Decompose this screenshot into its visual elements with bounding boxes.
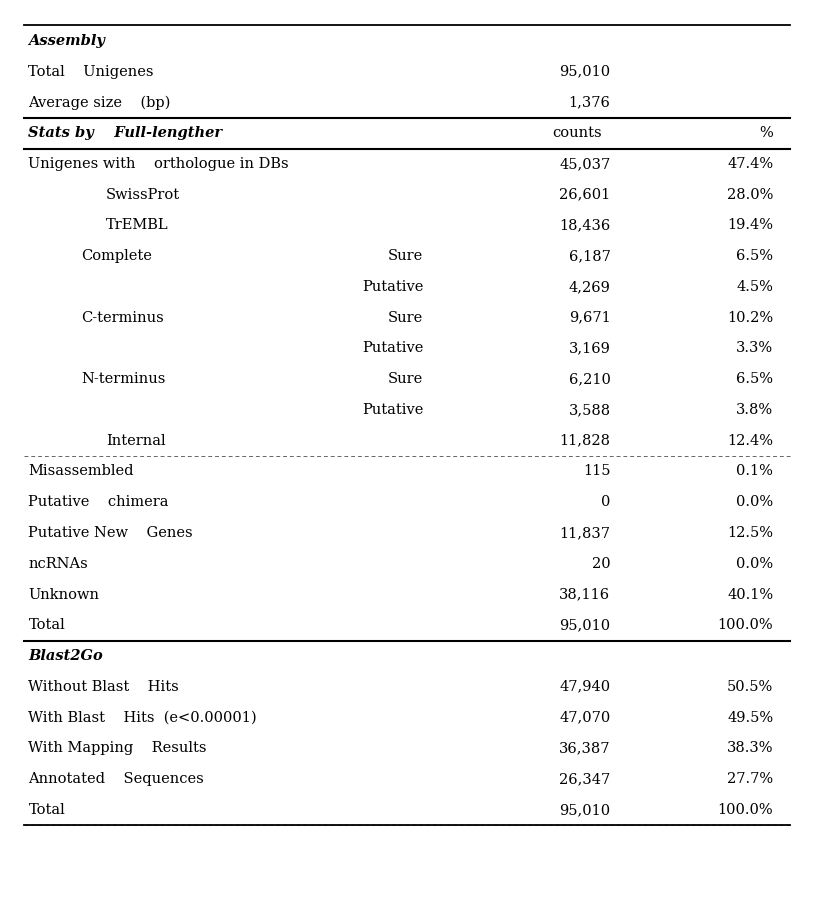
Text: SwissProt: SwissProt bbox=[106, 187, 180, 202]
Text: 0: 0 bbox=[601, 495, 610, 510]
Text: Putative    chimera: Putative chimera bbox=[28, 495, 169, 510]
Text: 0.0%: 0.0% bbox=[736, 495, 773, 510]
Text: 28.0%: 28.0% bbox=[727, 187, 773, 202]
Text: 50.5%: 50.5% bbox=[727, 680, 773, 693]
Text: 6.5%: 6.5% bbox=[737, 372, 773, 386]
Text: Total    Unigenes: Total Unigenes bbox=[28, 65, 154, 78]
Text: 19.4%: 19.4% bbox=[727, 218, 773, 232]
Text: 6,187: 6,187 bbox=[569, 249, 610, 263]
Text: 95,010: 95,010 bbox=[559, 803, 610, 817]
Text: 115: 115 bbox=[583, 464, 610, 479]
Text: 100.0%: 100.0% bbox=[718, 803, 773, 817]
Text: 49.5%: 49.5% bbox=[727, 711, 773, 724]
Text: Misassembled: Misassembled bbox=[28, 464, 134, 479]
Text: 12.4%: 12.4% bbox=[727, 434, 773, 448]
Text: Internal: Internal bbox=[106, 434, 165, 448]
Text: 95,010: 95,010 bbox=[559, 65, 610, 78]
Text: 47,940: 47,940 bbox=[559, 680, 610, 693]
Text: N-terminus: N-terminus bbox=[81, 372, 166, 386]
Text: 45,037: 45,037 bbox=[559, 157, 610, 171]
Text: 38,116: 38,116 bbox=[559, 588, 610, 602]
Text: Putative New    Genes: Putative New Genes bbox=[28, 526, 193, 540]
Text: 11,828: 11,828 bbox=[559, 434, 610, 448]
Text: 12.5%: 12.5% bbox=[727, 526, 773, 540]
Text: 3,588: 3,588 bbox=[568, 403, 610, 417]
Text: C-terminus: C-terminus bbox=[81, 310, 164, 325]
Text: Unigenes with    orthologue in DBs: Unigenes with orthologue in DBs bbox=[28, 157, 289, 171]
Text: 10.2%: 10.2% bbox=[727, 310, 773, 325]
Text: counts: counts bbox=[553, 126, 602, 140]
Text: Putative: Putative bbox=[362, 403, 423, 417]
Text: Stats by    Full-lengther: Stats by Full-lengther bbox=[28, 126, 222, 140]
Text: Blast2Go: Blast2Go bbox=[28, 649, 103, 663]
Text: 3.8%: 3.8% bbox=[736, 403, 773, 417]
Text: 100.0%: 100.0% bbox=[718, 618, 773, 632]
Text: 3,169: 3,169 bbox=[569, 341, 610, 356]
Text: Sure: Sure bbox=[388, 249, 423, 263]
Text: Assembly: Assembly bbox=[28, 34, 105, 48]
Text: Putative: Putative bbox=[362, 341, 423, 356]
Text: Complete: Complete bbox=[81, 249, 152, 263]
Text: Average size    (bp): Average size (bp) bbox=[28, 96, 171, 109]
Text: 1,376: 1,376 bbox=[569, 96, 610, 109]
Text: 0.0%: 0.0% bbox=[736, 557, 773, 571]
Text: 6,210: 6,210 bbox=[569, 372, 610, 386]
Text: 3.3%: 3.3% bbox=[736, 341, 773, 356]
Text: TrEMBL: TrEMBL bbox=[106, 218, 168, 232]
Text: 36,387: 36,387 bbox=[559, 742, 610, 755]
Text: 40.1%: 40.1% bbox=[727, 588, 773, 602]
Text: 47,070: 47,070 bbox=[559, 711, 610, 724]
Text: Total: Total bbox=[28, 803, 65, 817]
Text: ncRNAs: ncRNAs bbox=[28, 557, 88, 571]
Text: 38.3%: 38.3% bbox=[727, 742, 773, 755]
Text: Total: Total bbox=[28, 618, 65, 632]
Text: Without Blast    Hits: Without Blast Hits bbox=[28, 680, 179, 693]
Text: 47.4%: 47.4% bbox=[727, 157, 773, 171]
Text: 26,601: 26,601 bbox=[559, 187, 610, 202]
Text: 27.7%: 27.7% bbox=[727, 772, 773, 786]
Text: 6.5%: 6.5% bbox=[737, 249, 773, 263]
Text: 4,269: 4,269 bbox=[569, 280, 610, 294]
Text: 95,010: 95,010 bbox=[559, 618, 610, 632]
Text: 18,436: 18,436 bbox=[559, 218, 610, 232]
Text: 20: 20 bbox=[592, 557, 610, 571]
Text: 26,347: 26,347 bbox=[559, 772, 610, 786]
Text: %: % bbox=[759, 126, 773, 140]
Text: 0.1%: 0.1% bbox=[737, 464, 773, 479]
Text: 9,671: 9,671 bbox=[569, 310, 610, 325]
Text: Unknown: Unknown bbox=[28, 588, 99, 602]
Text: With Mapping    Results: With Mapping Results bbox=[28, 742, 207, 755]
Text: Annotated    Sequences: Annotated Sequences bbox=[28, 772, 204, 786]
Text: Putative: Putative bbox=[362, 280, 423, 294]
Text: 4.5%: 4.5% bbox=[737, 280, 773, 294]
Text: 11,837: 11,837 bbox=[559, 526, 610, 540]
Text: Sure: Sure bbox=[388, 310, 423, 325]
Text: With Blast    Hits  (e<0.00001): With Blast Hits (e<0.00001) bbox=[28, 711, 257, 724]
Text: Sure: Sure bbox=[388, 372, 423, 386]
